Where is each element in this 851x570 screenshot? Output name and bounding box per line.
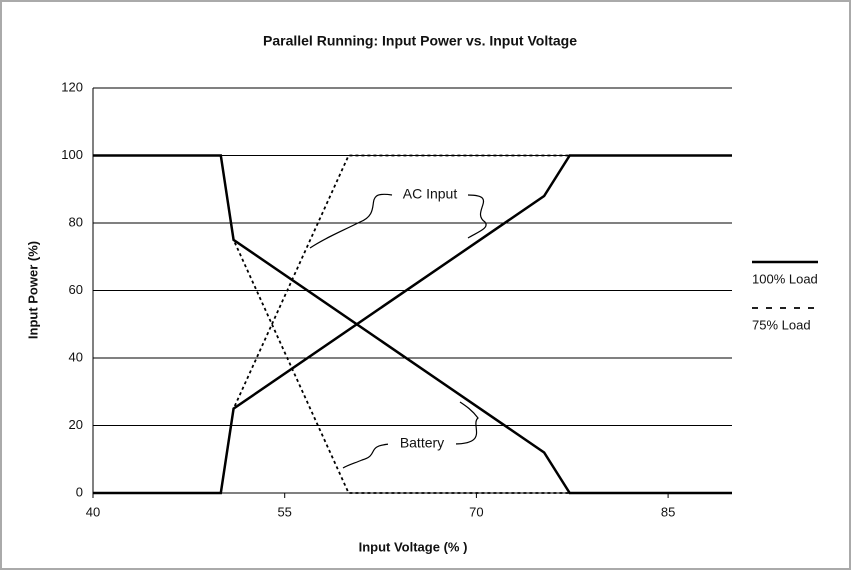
callout-arrow [309,193,393,249]
callout-arrow [453,401,479,445]
annotation-bg [388,435,456,453]
y-tick-label: 100 [61,147,83,162]
callout-arrow [467,194,487,239]
legend-label: 100% Load [752,271,818,286]
x-tick-label: 40 [86,504,100,519]
annotation-bg [396,186,464,204]
annotation: AC Input [403,186,458,202]
x-tick-label: 55 [277,504,291,519]
plot-area: 0 20 40 60 80 100 120 40 55 70 85 [61,79,732,519]
x-tick-label: 85 [661,504,675,519]
line-series [93,154,732,495]
callout-arrow [342,443,391,469]
y-tick-label: 20 [69,417,83,432]
y-tick-label: 120 [61,79,83,94]
legend-label: 75% Load [752,317,811,332]
line-series [93,154,732,495]
callout-arrows [309,193,487,469]
annotation: Battery [400,435,444,451]
y-tick-label: 80 [69,214,83,229]
y-tick-label: 40 [69,349,83,364]
y-tick-label: 60 [69,282,83,297]
x-axis-label: Input Voltage (% ) [359,539,468,554]
chart-title: Parallel Running: Input Power vs. Input … [263,33,577,49]
y-axis-label: Input Power (%) [25,241,40,339]
y-tick-label: 0 [76,484,83,499]
x-tick-label: 70 [469,504,483,519]
